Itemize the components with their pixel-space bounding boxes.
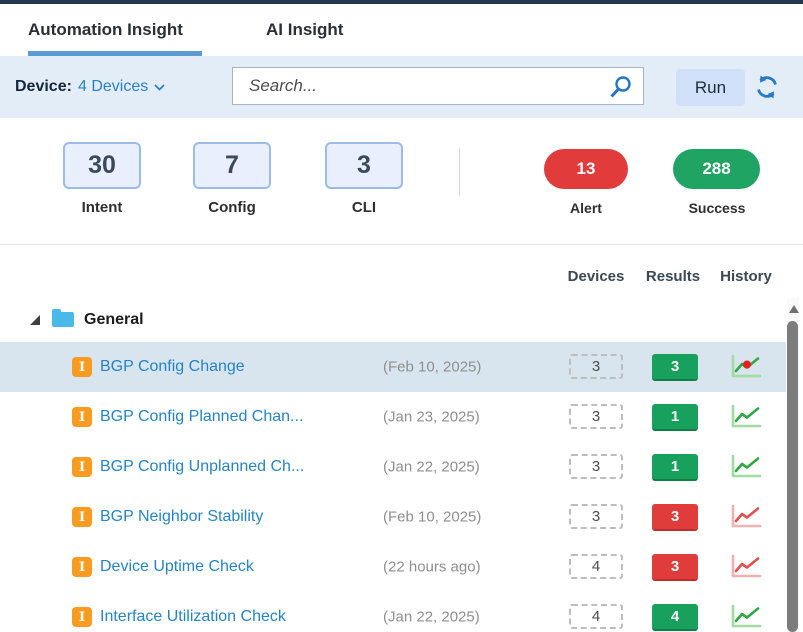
cli-count-label: CLI [351, 199, 377, 216]
intent-type-icon: I [72, 557, 92, 577]
tab-ai-insight[interactable]: AI Insight [266, 4, 343, 56]
item-name[interactable]: Device Uptime Check [100, 558, 254, 575]
results-badge[interactable]: 3 [652, 554, 698, 581]
results-badge[interactable]: 1 [652, 404, 698, 431]
intent-type-icon: I [72, 607, 92, 627]
intent-count-label: Intent [81, 199, 123, 216]
devices-count-box[interactable]: 3 [569, 354, 623, 379]
item-name[interactable]: BGP Config Unplanned Ch... [100, 458, 305, 475]
chevron-down-icon [154, 83, 165, 91]
history-chart-icon[interactable] [729, 603, 763, 631]
config-count-label: Config [208, 199, 256, 216]
list-item-row[interactable]: I BGP Config Planned Chan... (Jan 23, 20… [0, 392, 786, 442]
history-chart-icon[interactable] [729, 453, 763, 481]
list-item-row[interactable]: I Device Uptime Check (22 hours ago) 4 3 [0, 542, 786, 592]
item-date: (Feb 10, 2025) [383, 508, 482, 526]
tab-bar: Automation Insight AI Insight [0, 4, 803, 56]
search-icon[interactable] [607, 74, 633, 100]
column-header-results: Results [645, 268, 701, 285]
devices-count-box[interactable]: 4 [569, 554, 623, 579]
tree-expand-icon[interactable] [30, 315, 40, 325]
item-name[interactable]: BGP Config Planned Chan... [100, 408, 304, 425]
success-badge[interactable]: 288 [673, 149, 760, 189]
tab-label: Automation Insight [28, 20, 183, 39]
window-top-accent [0, 0, 803, 4]
cli-count[interactable]: 3 [325, 142, 403, 189]
devices-count-box[interactable]: 3 [569, 454, 623, 479]
results-badge[interactable]: 3 [652, 504, 698, 531]
intent-count[interactable]: 30 [63, 142, 141, 189]
item-name[interactable]: BGP Config Change [100, 358, 245, 375]
column-header-devices: Devices [567, 268, 625, 285]
list-item-row[interactable]: I BGP Config Unplanned Ch... (Jan 22, 20… [0, 442, 786, 492]
devices-count-box[interactable]: 4 [569, 604, 623, 629]
list-column-headers: Devices Results History [0, 246, 803, 298]
scrollbar-up-arrow[interactable] [789, 305, 799, 313]
devices-count-box[interactable]: 3 [569, 404, 623, 429]
stats-bar: 30 7 3 Intent Config CLI 13 Alert 288 Su… [0, 118, 803, 245]
run-button[interactable]: Run [676, 69, 745, 106]
stats-divider [459, 148, 460, 196]
list-item-row[interactable]: I BGP Config Change (Feb 10, 2025) 3 3 [0, 342, 786, 392]
intent-type-icon: I [72, 457, 92, 477]
alert-badge[interactable]: 13 [544, 149, 628, 189]
toolbar: Device: 4 Devices Run [0, 56, 803, 118]
item-name[interactable]: BGP Neighbor Stability [100, 508, 264, 525]
device-label: Device: [15, 78, 72, 95]
active-tab-underline [28, 51, 202, 56]
tab-label: AI Insight [266, 20, 344, 39]
success-badge-label: Success [688, 200, 746, 216]
device-selector[interactable]: 4 Devices [78, 78, 165, 96]
alert-badge-label: Alert [570, 200, 602, 216]
list-item-row[interactable]: I BGP Neighbor Stability (Feb 10, 2025) … [0, 492, 786, 542]
refresh-icon[interactable] [753, 73, 781, 101]
intent-type-icon: I [72, 507, 92, 527]
config-count[interactable]: 7 [193, 142, 271, 189]
intent-type-icon: I [72, 357, 92, 377]
item-date: (Jan 23, 2025) [383, 408, 480, 426]
devices-count-box[interactable]: 3 [569, 504, 623, 529]
group-row-general[interactable]: General [0, 298, 786, 342]
item-date: (Feb 10, 2025) [383, 358, 482, 376]
folder-icon [52, 309, 74, 327]
device-selector-value: 4 Devices [78, 78, 149, 95]
item-name[interactable]: Interface Utilization Check [100, 608, 286, 625]
history-chart-icon[interactable] [729, 403, 763, 431]
results-badge[interactable]: 3 [652, 354, 698, 381]
group-name: General [84, 311, 144, 328]
results-badge[interactable]: 1 [652, 454, 698, 481]
search-input[interactable] [233, 68, 643, 104]
history-chart-icon[interactable] [729, 503, 763, 531]
item-date: (22 hours ago) [383, 558, 481, 576]
tab-automation-insight[interactable]: Automation Insight [28, 4, 183, 56]
intent-list: I BGP Config Change (Feb 10, 2025) 3 3 I… [0, 342, 786, 632]
history-chart-icon[interactable] [729, 553, 763, 581]
intent-type-icon: I [72, 407, 92, 427]
results-badge[interactable]: 4 [652, 604, 698, 631]
history-chart-icon[interactable] [729, 353, 763, 381]
item-date: (Jan 22, 2025) [383, 608, 480, 626]
search-box [232, 67, 644, 105]
scrollbar-thumb[interactable] [787, 321, 798, 632]
column-header-history: History [720, 268, 772, 285]
list-item-row[interactable]: I Interface Utilization Check (Jan 22, 2… [0, 592, 786, 632]
item-date: (Jan 22, 2025) [383, 458, 480, 476]
